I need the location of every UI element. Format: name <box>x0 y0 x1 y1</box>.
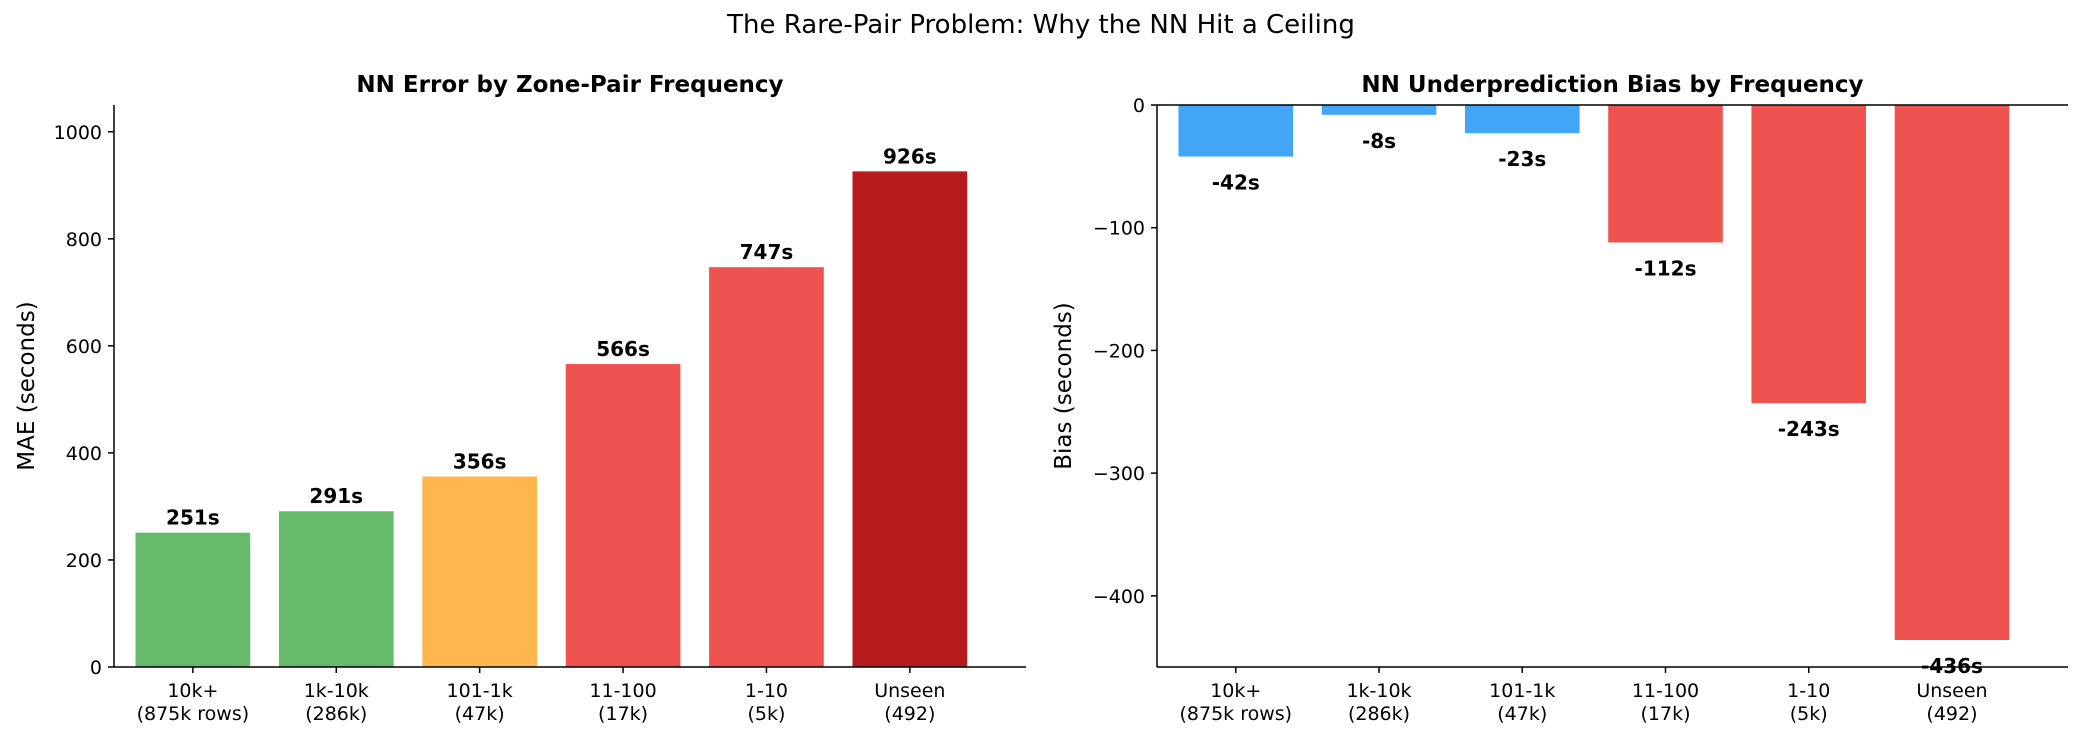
panel-2-xtick-sublabel: (17k) <box>1640 703 1690 725</box>
panel-2-xtick-sublabel: (286k) <box>1348 703 1410 725</box>
panel-1-xtick-label: Unseen <box>874 680 945 702</box>
panel-2-data-label: -8s <box>1362 129 1396 153</box>
panel-1-xtick-sublabel: (492) <box>884 703 935 725</box>
panel-2-xtick-sublabel: (875k rows) <box>1179 703 1292 725</box>
panel-1-xtick-sublabel: (286k) <box>305 703 367 725</box>
panel-1-xtick-label: 1k-10k <box>304 680 369 702</box>
panel-1-ytick-label: 600 <box>66 336 102 358</box>
panel-1-ytick-label: 0 <box>90 657 102 679</box>
panel-2-bar <box>1894 105 2010 641</box>
panel-1-data-label: 566s <box>596 337 650 361</box>
panel-2-ytick-label: −200 <box>1093 340 1145 362</box>
panel-2-xtick-label: 1k-10k <box>1346 680 1411 702</box>
panel-2-xtick-label: 101-1k <box>1489 680 1555 702</box>
panel-2-xtick-label: 10k+ <box>1210 680 1261 702</box>
panel-2-bar <box>1751 105 1867 404</box>
panel-2-xtick-sublabel: (47k) <box>1497 703 1547 725</box>
panel-2-bar <box>1321 105 1437 115</box>
panel-1-xtick-label: 1-10 <box>745 680 788 702</box>
panel-1-xtick-sublabel: (875k rows) <box>137 703 250 725</box>
panel-2-xtick-label: 1-10 <box>1787 680 1830 702</box>
panel-1-bar <box>565 364 681 667</box>
panel-1-xtick-label: 10k+ <box>167 680 218 702</box>
panel-2-xtick-sublabel: (492) <box>1926 703 1977 725</box>
panel-1-bar <box>135 532 251 667</box>
panel-1-data-label: 356s <box>453 449 507 473</box>
panel-2-ylabel: Bias (seconds) <box>1051 302 1077 470</box>
panel-1-xtick-label: 11-100 <box>589 680 656 702</box>
figure-title: The Rare-Pair Problem: Why the NN Hit a … <box>727 10 1355 40</box>
panel-1-bar <box>709 267 824 667</box>
panel-2-bar <box>1608 105 1723 243</box>
panel-1-bar <box>852 171 968 668</box>
panel-1-data-label: 251s <box>166 506 220 530</box>
panel-1-title: NN Error by Zone-Pair Frequency <box>356 72 783 98</box>
panel-2-ytick-label: 0 <box>1133 95 1145 117</box>
panel-2-ytick-label: −400 <box>1093 586 1145 608</box>
panel-1-bar <box>278 511 394 667</box>
panel-2-ytick-label: −100 <box>1093 218 1145 240</box>
panel-1-ytick-label: 200 <box>66 550 102 572</box>
panel-2-data-label: -42s <box>1212 171 1260 195</box>
panel-1-data-label: 291s <box>309 484 363 508</box>
panel-1-data-label: 747s <box>740 240 794 264</box>
panel-2-xtick-label: 11-100 <box>1632 680 1699 702</box>
panel-2-data-label: -23s <box>1498 147 1546 171</box>
panel-1-xtick-label: 101-1k <box>447 680 513 702</box>
panel-2-xtick-sublabel: (5k) <box>1790 703 1828 725</box>
panel-1-xtick-sublabel: (47k) <box>455 703 505 725</box>
panel-1-ylabel: MAE (seconds) <box>14 301 40 470</box>
panel-2-bar <box>1464 105 1580 134</box>
panel-1-data-label: 926s <box>883 144 937 168</box>
panel-2-data-label: -112s <box>1635 256 1697 280</box>
panel-2-bar <box>1178 105 1294 157</box>
panel-1-ytick-label: 1000 <box>54 122 102 144</box>
panel-2-data-label: -436s <box>1921 654 1983 678</box>
panel-2-title: NN Underprediction Bias by Frequency <box>1361 72 1863 98</box>
panel-1-ytick-label: 800 <box>66 229 102 251</box>
panel-2-ytick-label: −300 <box>1093 463 1145 485</box>
panel-1-ytick-label: 400 <box>66 443 102 465</box>
panel-1-xtick-sublabel: (17k) <box>598 703 648 725</box>
panel-2-xtick-label: Unseen <box>1916 680 1987 702</box>
panel-1-xtick-sublabel: (5k) <box>747 703 785 725</box>
panel-1-bar <box>422 476 538 667</box>
panel-2-data-label: -243s <box>1778 417 1840 441</box>
